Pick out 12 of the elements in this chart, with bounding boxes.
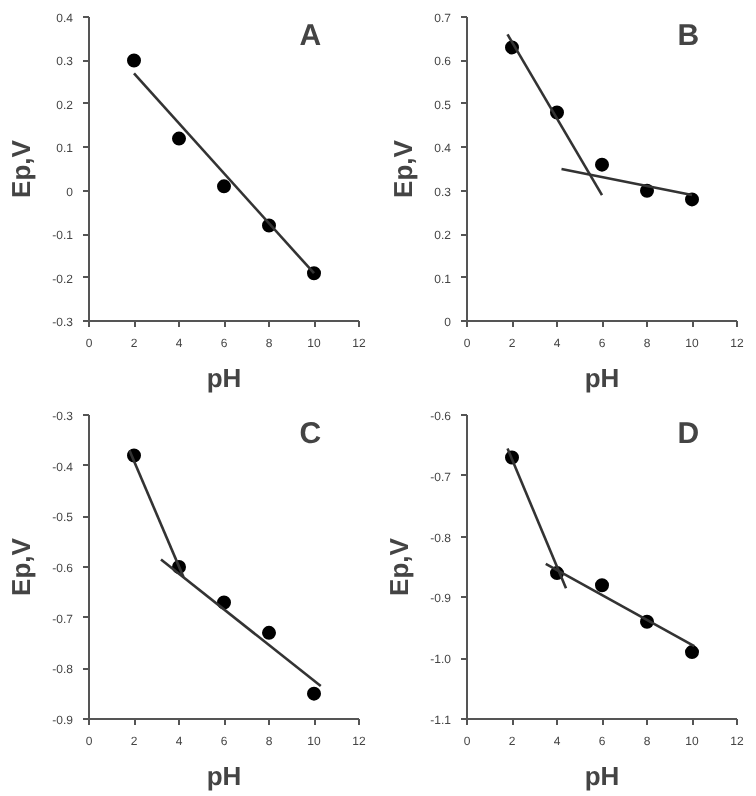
chart-title: C	[299, 417, 322, 452]
y-axis-title: Ep,V	[384, 537, 415, 596]
x-axis-title: pH	[584, 761, 620, 791]
y-axis-title: Ep,V	[6, 139, 37, 198]
x-axis-title: pH	[584, 363, 620, 393]
y-axis-title: Ep,V	[388, 139, 419, 198]
x-axis-title: pH	[206, 363, 242, 393]
chart-title: D	[677, 417, 700, 452]
x-axis-title: pH	[206, 761, 242, 791]
y-axis-title: Ep,V	[6, 537, 37, 596]
chart-title: B	[677, 19, 700, 54]
chart-title: A	[299, 19, 322, 54]
